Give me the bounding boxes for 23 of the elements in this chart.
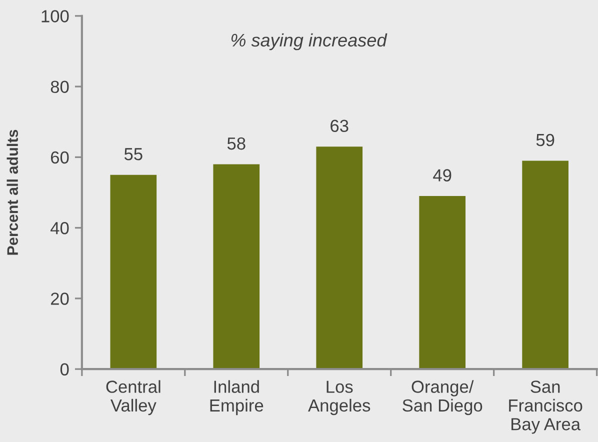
data-label: 63: [330, 120, 348, 132]
x-tick-label: Los Angeles: [308, 380, 370, 416]
bar: [110, 174, 157, 370]
y-tick-label: 80: [50, 80, 69, 94]
data-label: 49: [433, 169, 452, 182]
x-tick-label: Central Valley: [106, 380, 160, 416]
data-label: 58: [227, 137, 246, 150]
bar: [419, 196, 466, 370]
bar: [213, 164, 260, 370]
data-label: 55: [124, 148, 142, 160]
y-tick-label: 0: [60, 363, 69, 376]
y-tick-label: 20: [50, 292, 69, 305]
data-label: 59: [536, 134, 554, 146]
bar: [316, 146, 363, 370]
x-tick-label: Orange/ San Diego: [402, 380, 482, 416]
y-tick-label: 100: [42, 10, 69, 22]
bar: [522, 160, 568, 370]
text: % saying increased: [231, 33, 388, 50]
y-tick-label: 40: [50, 222, 69, 234]
y-axis-title: Percent all adults: [6, 130, 18, 255]
x-tick-label: San Francisco Bay Area: [509, 380, 582, 434]
y-tick-label: 60: [51, 151, 69, 164]
x-tick-label: Inland Empire: [210, 380, 264, 416]
